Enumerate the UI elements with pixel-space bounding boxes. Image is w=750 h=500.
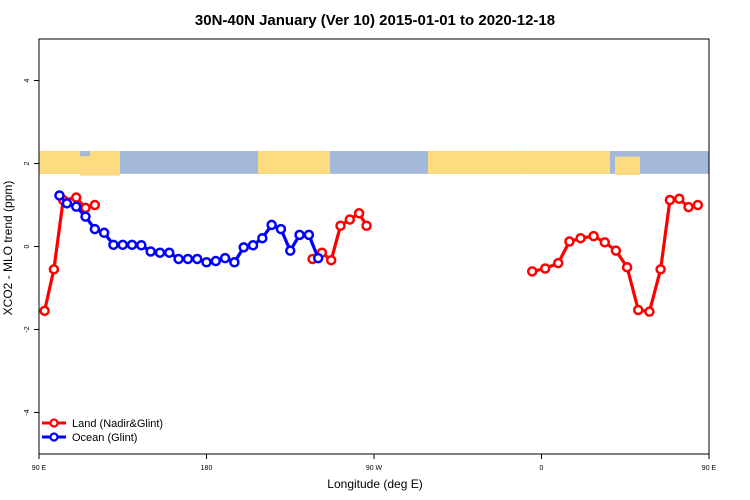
series-1-point-0-18 [219, 252, 231, 264]
series-1-point-0-4 [89, 223, 101, 235]
y-tick-label-1: -2 [24, 326, 31, 332]
map-land-4 [520, 151, 610, 174]
series-1-point-0-26 [294, 229, 305, 241]
series-0-point-2-4 [575, 232, 586, 244]
series-1-point-0-9 [136, 240, 147, 251]
series-1-point-0-20 [238, 242, 249, 253]
legend-label-1: Ocean (Glint) [72, 432, 137, 444]
series-1-point-0-24 [275, 223, 287, 235]
legend-label-0: Land (Nadir&Glint) [72, 418, 163, 430]
series-0-point-2-1 [539, 263, 551, 274]
series-0-point-1-2 [325, 254, 337, 266]
series-0-point-0-5 [89, 199, 101, 211]
series-0-point-2-13 [673, 193, 685, 205]
series-1-point-0-5 [98, 227, 110, 239]
y-tick-label-2: 0 [24, 244, 31, 248]
series-1-point-0-2 [70, 201, 82, 212]
series-0-point-2-7 [610, 245, 622, 256]
y-tick-label-0: -4 [24, 409, 31, 415]
x-tick-label-4: 90 E [702, 465, 717, 472]
series-1-point-0-0 [54, 190, 65, 201]
series-1-point-0-17 [210, 255, 222, 267]
series-0-point-0-4 [80, 202, 91, 214]
series-1-point-0-19 [229, 257, 240, 268]
y-axis-ticks: -4 -2 0 2 4 [24, 78, 39, 416]
series-0-point-2-12 [664, 194, 676, 206]
series-1-point-0-3 [80, 211, 91, 222]
legend-marker-1 [49, 432, 59, 442]
series-0-point-2-15 [692, 199, 704, 211]
series-0-point-2-10 [644, 306, 655, 317]
series-1-point-0-25 [285, 245, 296, 256]
series-0-point-2-0 [526, 266, 538, 277]
y-tick-label-3: 2 [24, 161, 31, 165]
x-axis-label: Longitude (deg E) [327, 477, 422, 491]
x-tick-label-3: 0 [540, 465, 544, 472]
series-1-point-0-8 [126, 239, 138, 251]
series-0-point-2-9 [633, 304, 644, 316]
legend: Land (Nadir&Glint) Ocean (Glint) [42, 418, 163, 444]
series-1 [54, 190, 324, 268]
series-0-point-1-3 [335, 220, 346, 231]
legend-marker-0 [49, 418, 59, 428]
series-1-point-0-12 [164, 247, 175, 258]
series-0-point-1-5 [353, 208, 365, 219]
series-1-point-0-27 [303, 229, 315, 241]
series-0-point-2-11 [655, 264, 666, 275]
series-0-point-2-2 [553, 257, 564, 269]
series-0-point-1-6 [361, 220, 372, 231]
series-0-point-2-5 [588, 230, 599, 242]
map-land-5 [615, 156, 640, 176]
series-1-point-0-1 [61, 198, 73, 209]
map-land-3 [428, 151, 525, 174]
series-1-point-0-13 [173, 253, 184, 265]
map-land-extra [90, 151, 120, 162]
x-tick-label-0: 90 E [32, 465, 47, 472]
series-1-point-0-10 [145, 246, 156, 257]
x-axis-ticks: 90 E 180 90 W 0 90 E [32, 454, 717, 472]
series-1-point-0-16 [201, 257, 212, 268]
series-layer [39, 190, 704, 317]
series-1-point-0-11 [154, 247, 166, 258]
series-1-point-0-22 [257, 232, 268, 244]
series-0-point-1-4 [344, 214, 356, 225]
y-axis-label: XCO2 - MLO trend (ppm) [1, 181, 15, 316]
series-1-point-0-6 [108, 239, 119, 251]
series-1-point-0-14 [182, 253, 194, 265]
series-0-point-0-3 [70, 192, 82, 203]
series-0-point-2-8 [621, 262, 633, 273]
x-tick-label-2: 90 W [366, 465, 383, 472]
chart-title: 30N-40N January (Ver 10) 2015-01-01 to 2… [195, 12, 555, 29]
series-1-point-0-28 [312, 252, 324, 264]
series-0-point-2-3 [564, 236, 575, 247]
series-0-point-2-14 [683, 201, 694, 213]
series-0-point-2-6 [599, 237, 611, 248]
world-map-band [39, 151, 709, 176]
series-1-point-0-23 [266, 219, 277, 231]
map-land-2 [258, 151, 330, 174]
y-tick-label-4: 4 [24, 78, 31, 82]
series-1-point-0-21 [247, 240, 259, 251]
map-land-0 [39, 151, 80, 174]
series-1-point-0-7 [117, 239, 128, 251]
series-1-point-0-15 [191, 253, 203, 265]
series-0-point-0-1 [48, 264, 60, 275]
series-0 [39, 192, 704, 317]
series-0-point-0-0 [39, 305, 50, 317]
x-tick-label-1: 180 [201, 465, 213, 472]
